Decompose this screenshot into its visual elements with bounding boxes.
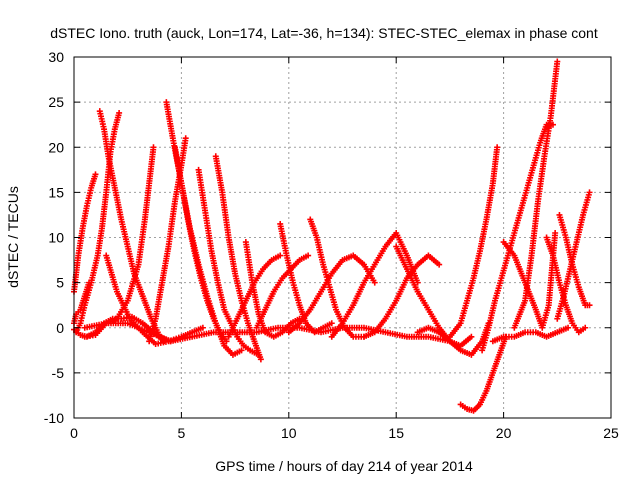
data-series (146, 135, 189, 345)
x-tick-label: 15 (388, 425, 404, 441)
data-series (479, 121, 557, 354)
data-series (489, 324, 572, 345)
data-series (81, 320, 453, 345)
x-tick-label: 0 (70, 425, 78, 441)
data-point (277, 252, 284, 259)
data-series (253, 252, 312, 331)
data-point (371, 279, 378, 286)
data-point (550, 121, 557, 128)
data-point (582, 324, 589, 331)
chart-title: dSTEC Iono. truth (auck, Lon=174, Lat=-3… (50, 25, 598, 41)
y-tick-label: 5 (56, 275, 64, 291)
data-series (511, 58, 561, 331)
data-point (199, 324, 206, 331)
data-series (457, 333, 509, 414)
data-series (212, 153, 264, 363)
y-tick-label: 15 (48, 184, 64, 200)
data-point (586, 189, 593, 196)
data-series (171, 144, 230, 345)
y-tick-label: -5 (52, 365, 65, 381)
data-point (494, 144, 501, 151)
data-series (543, 234, 589, 336)
data-point (238, 347, 245, 354)
data-series (71, 171, 99, 295)
data-point (305, 252, 312, 259)
data-series (285, 252, 378, 336)
data-point (182, 135, 189, 142)
data-points (71, 58, 593, 414)
x-tick-label: 25 (603, 425, 619, 441)
x-tick-label: 20 (496, 425, 512, 441)
data-point (552, 229, 559, 236)
x-axis-label: GPS time / hours of day 214 of year 2014 (215, 458, 473, 474)
y-tick-label: -10 (44, 410, 64, 426)
y-tick-label: 25 (48, 94, 64, 110)
data-point (446, 338, 453, 345)
data-series (554, 189, 593, 322)
data-series (328, 229, 421, 340)
data-point (436, 261, 443, 268)
x-tick-label: 5 (178, 425, 186, 441)
axis-ticks: 0 5 10 15 20 25 -10 -5 0 5 10 15 20 25 30 (44, 49, 619, 441)
data-series (195, 166, 262, 358)
x-tick-label: 10 (281, 425, 297, 441)
y-axis-label: dSTEC / TECUs (5, 186, 21, 288)
data-series (393, 243, 475, 349)
data-point (554, 58, 561, 65)
data-series (446, 144, 501, 340)
y-tick-label: 20 (48, 139, 64, 155)
data-point (586, 302, 593, 309)
y-tick-label: 10 (48, 230, 64, 246)
data-series (225, 252, 284, 340)
data-point (328, 320, 335, 327)
data-point (150, 144, 157, 151)
data-point (223, 338, 230, 345)
data-series (96, 108, 174, 345)
data-point (468, 333, 475, 340)
data-point (116, 109, 123, 116)
y-tick-label: 30 (48, 49, 64, 65)
y-tick-label: 0 (56, 320, 64, 336)
data-point (92, 171, 99, 178)
data-series (414, 320, 492, 358)
data-point (257, 356, 264, 363)
data-point (565, 324, 572, 331)
